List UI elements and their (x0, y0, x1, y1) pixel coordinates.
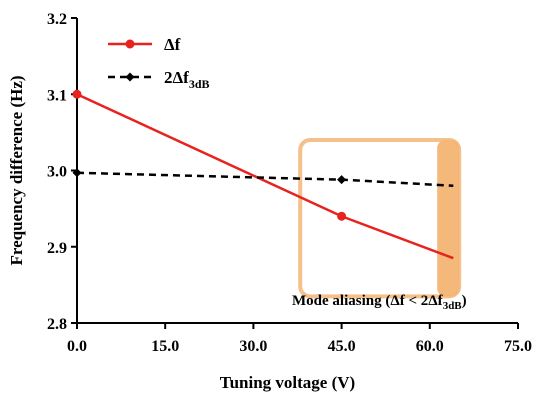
legend-label: 2Δf3dB (164, 68, 210, 91)
y-tick-label: 3.1 (47, 87, 67, 104)
mode-aliasing-band (437, 140, 460, 297)
annotation-subscript: 3dB (443, 300, 463, 312)
data-point (125, 72, 135, 82)
legend-label: Δf (164, 35, 181, 54)
mode-aliasing-label: Mode aliasing (Δf < 2Δf3dB) (292, 293, 467, 312)
data-point (125, 39, 135, 49)
x-tick-label: 60.0 (416, 338, 444, 355)
y-tick-label: 3.2 (47, 11, 67, 28)
data-point (337, 175, 347, 185)
legend-label-main: Δf (164, 35, 181, 54)
labels: Tuning voltage (V) Frequency difference (… (7, 75, 467, 392)
mode-aliasing-box (298, 138, 462, 299)
series (72, 89, 454, 260)
legend-label-main: 2Δf (164, 68, 189, 87)
legend: Δf 2Δf3dB (108, 35, 210, 91)
x-tick-label: 15.0 (151, 338, 179, 355)
x-tick-label: 45.0 (328, 338, 356, 355)
annotation-end: ) (462, 293, 467, 309)
x-axis-label: Tuning voltage (V) (220, 373, 355, 392)
mode-aliasing-region (298, 138, 462, 299)
series-line (76, 171, 454, 187)
x-tick-label: 75.0 (504, 338, 532, 355)
data-point (337, 211, 347, 221)
x-tick-label: 0.0 (67, 338, 87, 355)
y-axis-label: Frequency difference (Hz) (7, 75, 26, 265)
y-tick-label: 3.0 (47, 164, 67, 181)
series-1 (72, 168, 454, 187)
data-point (72, 89, 82, 99)
series-0 (72, 89, 454, 260)
legend-item-0: Δf (108, 35, 181, 54)
x-tick-label: 30.0 (239, 338, 267, 355)
legend-item-1: 2Δf3dB (108, 68, 210, 91)
series-line (76, 93, 454, 260)
y-tick-label: 2.8 (47, 316, 67, 333)
axes: 0.0 15.0 30.0 45.0 60.0 75.0 2.8 2.9 3.0 3.1 3.2 (47, 11, 532, 355)
data-point (72, 168, 82, 178)
legend-label-subscript: 3dB (189, 77, 210, 91)
annotation-main: Mode aliasing (Δf < 2Δf (292, 293, 444, 309)
y-tick-label: 2.9 (47, 240, 67, 257)
